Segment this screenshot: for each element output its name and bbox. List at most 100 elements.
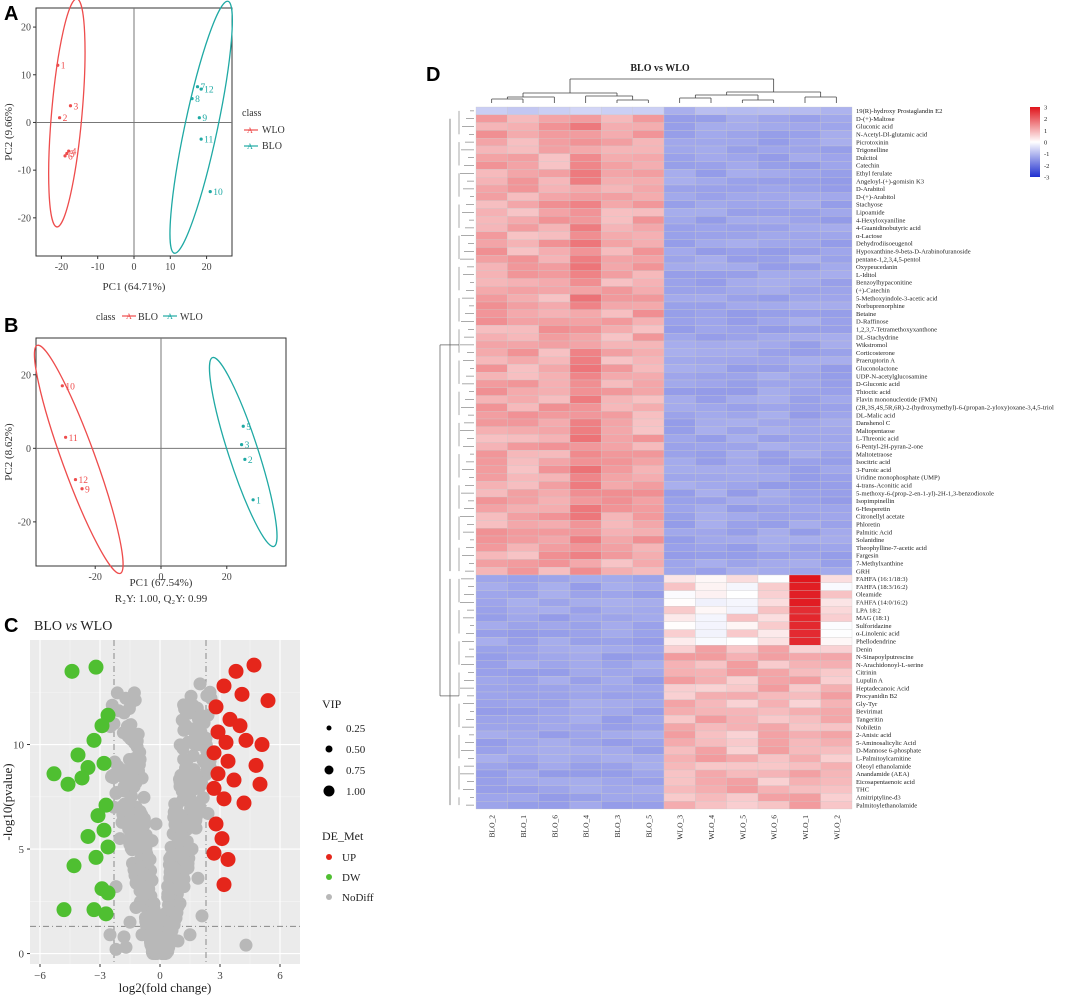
heatmap-cell: [475, 793, 508, 802]
heatmap-cell: [757, 520, 790, 529]
heatmap-cell: [789, 637, 821, 646]
heatmap-cell: [475, 637, 508, 646]
heatmap-row-label: Norbuprenorphine: [856, 303, 905, 310]
heatmap-cell: [632, 481, 665, 490]
heatmap-cell: [820, 551, 853, 560]
heatmap-cell: [726, 442, 759, 451]
heatmap-cell: [538, 723, 571, 732]
heatmap-cell: [695, 442, 727, 451]
heatmap-cell: [601, 496, 633, 505]
heatmap-cell: [538, 598, 571, 607]
heatmap-cell: [726, 161, 759, 170]
sample-point: [65, 151, 69, 156]
heatmap-cell: [569, 559, 602, 568]
heatmap-cell: [538, 177, 571, 186]
sample-point: [243, 457, 247, 461]
heatmap-cell: [695, 301, 727, 310]
heatmap-cell: [757, 177, 790, 186]
heatmap-cell: [663, 574, 696, 583]
heatmap-cell: [538, 707, 571, 716]
heatmap-cell: [663, 738, 696, 747]
heatmap-cell: [569, 528, 602, 537]
heatmap-cell: [475, 613, 508, 622]
heatmap-cell: [726, 684, 759, 693]
heatmap-cell: [569, 613, 602, 622]
heatmap-cell: [695, 785, 727, 794]
heatmap-cell: [538, 169, 571, 178]
heatmap-cell: [538, 200, 571, 209]
heatmap-cell: [757, 286, 790, 295]
heatmap-cell: [820, 590, 853, 599]
heatmap-cell: [726, 379, 759, 388]
heatmap-cell: [632, 294, 665, 303]
heatmap-cell: [632, 769, 665, 778]
heatmap-cell: [632, 762, 665, 771]
heatmap-cell: [601, 691, 633, 700]
heatmap-cell: [789, 668, 821, 677]
heatmap-row-label: Gluconolactone: [856, 365, 898, 372]
x-tick-label: 10: [165, 262, 175, 273]
metabolite-point-nodiff: [128, 693, 142, 707]
panel-label-d: D: [426, 64, 440, 86]
heatmap-cell: [820, 106, 853, 115]
heatmap-cell: [475, 676, 508, 685]
heatmap-cell: [726, 590, 759, 599]
heatmap-cell: [632, 785, 665, 794]
y-axis-label-c: -log10(pvalue): [0, 763, 15, 840]
heatmap-cell: [757, 434, 790, 443]
heatmap-cell: [726, 301, 759, 310]
heatmap-cell: [757, 145, 790, 154]
heatmap-cell: [789, 574, 821, 583]
heatmap-cell: [695, 372, 727, 381]
de-legend-item-dw: DW: [342, 872, 361, 884]
heatmap-cell: [475, 715, 508, 724]
metabolite-point-dw: [100, 839, 116, 855]
heatmap-cell: [820, 598, 853, 607]
heatmap-cell: [538, 762, 571, 771]
heatmap-cell: [726, 629, 759, 638]
sample-point: [67, 149, 71, 153]
sample-point: [199, 137, 203, 141]
heatmap-cell: [726, 106, 759, 115]
heatmap-cell: [538, 793, 571, 802]
heatmap-cell: [789, 114, 821, 123]
heatmap-cell: [820, 184, 853, 193]
metabolite-point-nodiff: [120, 720, 134, 734]
heatmap-cell: [820, 403, 853, 412]
heatmap-cell: [726, 746, 759, 755]
heatmap-cell: [757, 489, 790, 498]
heatmap-cell: [507, 192, 539, 201]
heatmap-cell: [820, 660, 853, 669]
legend-marker-b-1: A: [126, 312, 132, 321]
heatmap-cell: [820, 762, 853, 771]
heatmap-cell: [632, 793, 665, 802]
metabolite-point-up: [248, 757, 264, 773]
heatmap-cell: [601, 457, 633, 466]
heatmap-cell: [820, 668, 853, 677]
heatmap-cell: [789, 606, 821, 615]
metabolite-point-up: [210, 724, 226, 740]
heatmap-row-label: FAHFA (14:0/16:2): [856, 599, 908, 606]
vip-legend-item-3: 0.75: [346, 765, 366, 777]
heatmap-cell: [757, 184, 790, 193]
heatmap-cell: [632, 161, 665, 170]
vip-legend-dot-3: [324, 765, 334, 775]
heatmap-cell: [695, 255, 727, 264]
heatmap-cell: [757, 707, 790, 716]
heatmap-cell: [820, 278, 853, 287]
heatmap-cell: [820, 652, 853, 661]
heatmap-cell: [820, 621, 853, 630]
heatmap-cell: [632, 426, 665, 435]
metabolite-point-nodiff: [185, 842, 199, 856]
heatmap-row-label: Hypoxanthine-9-beta-D-Arabinofuranoside: [856, 248, 971, 255]
heatmap-cell: [507, 504, 539, 513]
heatmap-cell: [695, 543, 727, 552]
heatmap-cell: [538, 223, 571, 232]
heatmap-cell: [475, 707, 508, 716]
heatmap-cell: [538, 473, 571, 482]
heatmap-cell: [632, 309, 665, 318]
confidence-ellipse-blo: [48, 0, 86, 228]
heatmap-cell: [695, 356, 727, 365]
heatmap-cell: [538, 512, 571, 521]
heatmap-cell: [757, 239, 790, 248]
